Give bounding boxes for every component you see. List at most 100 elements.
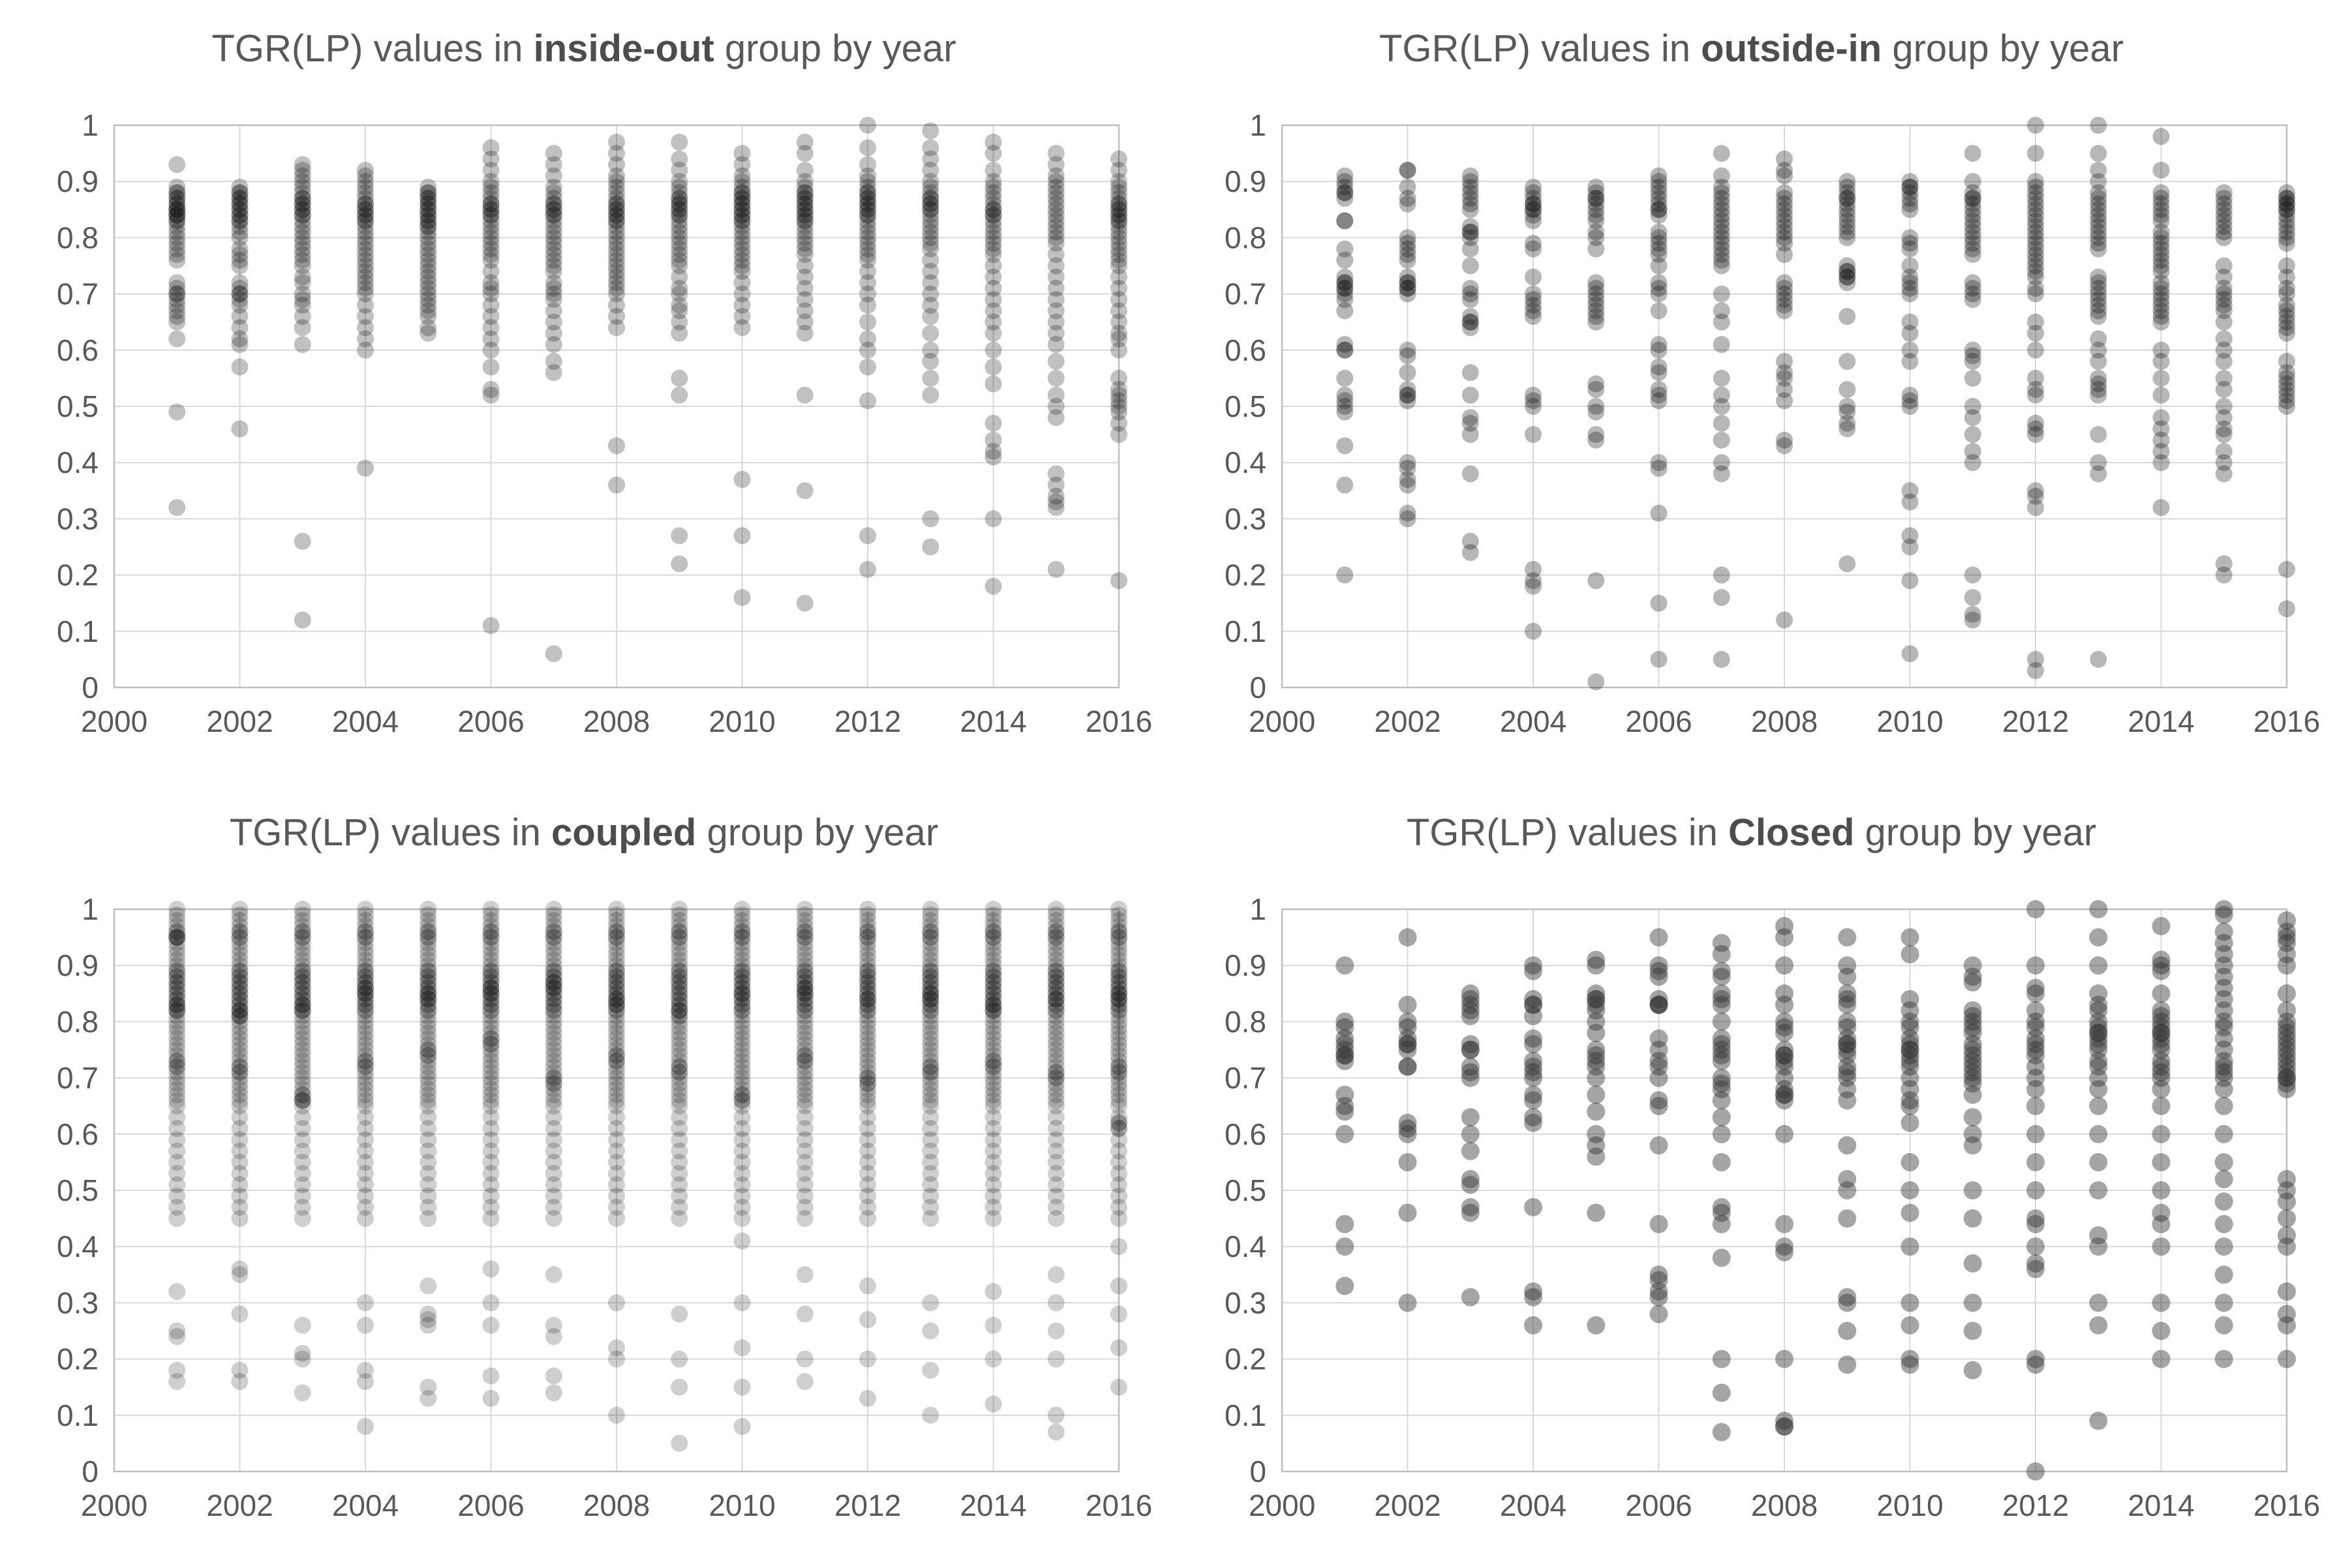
data-point: [1461, 173, 1479, 190]
data-point: [420, 990, 437, 1008]
data-point: [1335, 1046, 1354, 1065]
data-point: [168, 929, 186, 946]
data-point: [357, 1373, 374, 1391]
data-point: [545, 923, 562, 941]
data-point: [357, 1013, 374, 1031]
data-point: [420, 923, 437, 941]
data-point: [796, 1176, 814, 1194]
data-point: [2152, 1153, 2171, 1171]
data-point: [1110, 1052, 1127, 1070]
data-point: [1399, 504, 1416, 522]
data-point: [984, 996, 1002, 1014]
data-point: [1587, 313, 1605, 331]
data-point: [1712, 1012, 1731, 1031]
data-point: [1399, 459, 1416, 477]
data-point: [796, 951, 814, 969]
data-point: [294, 1086, 311, 1104]
data-point: [859, 1153, 876, 1171]
data-point: [1587, 1068, 1606, 1087]
data-point: [984, 912, 1002, 929]
data-point: [2214, 1079, 2233, 1098]
data-point: [1839, 173, 1856, 190]
data-point: [231, 1063, 249, 1081]
data-point: [357, 268, 374, 286]
data-point: [482, 381, 500, 399]
x-tick-label: 2006: [457, 704, 524, 738]
data-point: [2026, 1181, 2045, 1199]
data-point: [168, 1002, 186, 1019]
data-point: [608, 195, 625, 213]
data-point: [2215, 302, 2233, 320]
data-point: [482, 990, 500, 1008]
data-point: [922, 206, 939, 224]
data-point: [1963, 1068, 1982, 1087]
data-point: [1047, 1142, 1065, 1160]
data-point: [1461, 257, 1479, 275]
data-point: [420, 990, 437, 1008]
data-point: [1110, 1019, 1127, 1036]
data-point: [922, 1406, 939, 1424]
data-point: [922, 945, 939, 963]
data-point: [294, 1350, 311, 1368]
data-point: [168, 951, 186, 969]
data-point: [796, 923, 814, 941]
data-point: [482, 206, 500, 224]
data-point: [168, 962, 186, 980]
data-point: [1650, 178, 1668, 196]
data-point: [922, 1035, 939, 1053]
data-point: [1900, 1293, 1919, 1312]
data-point: [168, 974, 186, 991]
data-point: [984, 1086, 1002, 1104]
data-point: [608, 1142, 625, 1160]
data-point: [1901, 392, 1919, 410]
data-point: [1713, 235, 1730, 252]
data-point: [1964, 454, 1981, 472]
data-point: [1110, 1058, 1127, 1076]
data-point: [608, 1339, 625, 1357]
data-point: [1776, 235, 1793, 252]
data-point: [231, 957, 249, 974]
data-point: [1838, 1029, 1857, 1048]
data-point: [231, 962, 249, 980]
data-point: [420, 1277, 437, 1295]
data-point: [1399, 381, 1416, 399]
x-tick-label: 2004: [1500, 704, 1566, 738]
data-point: [482, 274, 500, 292]
data-point: [859, 330, 876, 348]
data-point: [1587, 673, 1605, 691]
data-point: [294, 268, 311, 286]
data-point: [420, 985, 437, 1003]
data-point: [1110, 195, 1127, 213]
data-point: [733, 1041, 751, 1059]
data-point: [796, 1075, 814, 1093]
data-point: [2214, 1237, 2233, 1256]
data-point: [357, 1316, 374, 1334]
data-point: [796, 968, 814, 986]
data-point: [545, 929, 562, 946]
data-point: [420, 1047, 437, 1064]
data-point: [1110, 229, 1127, 247]
data-point: [859, 1075, 876, 1093]
data-points: [1336, 117, 2295, 691]
data-point: [294, 1063, 311, 1081]
data-point: [984, 1002, 1002, 1019]
data-point: [482, 979, 500, 997]
data-point: [1775, 1040, 1793, 1059]
data-point: [294, 996, 311, 1014]
data-point: [922, 218, 939, 235]
data-point: [2089, 1040, 2108, 1059]
data-point: [859, 235, 876, 252]
data-point: [168, 1198, 186, 1216]
data-point: [1336, 184, 1354, 202]
data-point: [1047, 229, 1065, 247]
data-point: [2089, 1001, 2108, 1020]
data-point: [1964, 223, 1981, 241]
data-point: [608, 218, 625, 235]
data-point: [1336, 240, 1354, 258]
data-point: [922, 190, 939, 207]
data-point: [1110, 572, 1127, 590]
data-point: [859, 251, 876, 269]
data-point: [1047, 1007, 1065, 1025]
data-point: [859, 1092, 876, 1109]
data-point: [231, 184, 249, 202]
